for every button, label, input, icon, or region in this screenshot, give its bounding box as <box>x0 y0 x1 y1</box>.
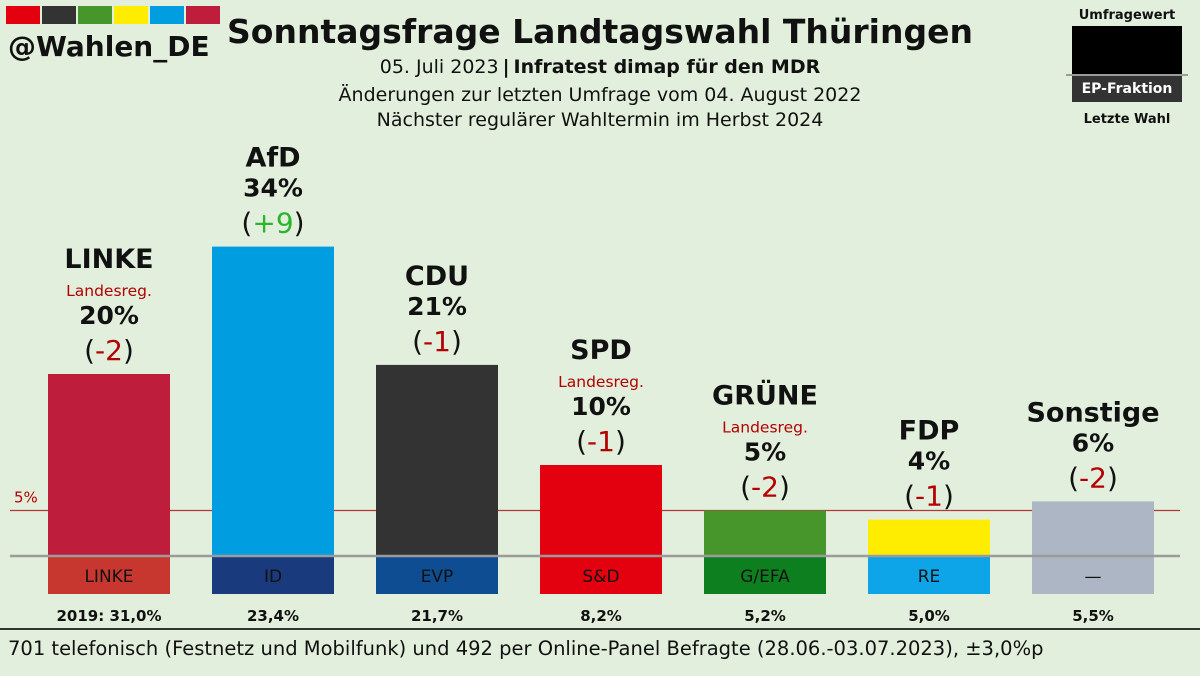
color-stripe <box>78 6 112 24</box>
bar <box>540 465 662 556</box>
footer-divider <box>0 628 1200 630</box>
government-tag: Landesreg. <box>66 282 152 300</box>
color-stripes <box>6 6 220 24</box>
ep-group-box <box>376 557 498 594</box>
government-tag: Landesreg. <box>722 419 808 437</box>
bar <box>704 510 826 556</box>
handle: @Wahlen_DE <box>8 30 210 63</box>
ep-group-box <box>704 557 826 594</box>
party-label: SPD <box>570 335 632 366</box>
ep-group-box <box>48 557 170 594</box>
last-election-label: 8,2% <box>580 607 622 625</box>
last-election-label: 5,5% <box>1072 607 1114 625</box>
party-label: CDU <box>405 261 469 292</box>
change-label: (-1) <box>412 325 462 358</box>
change-label: (-2) <box>740 471 790 504</box>
ep-group-box <box>868 557 990 594</box>
change-label: (+9) <box>241 207 304 240</box>
color-stripe <box>186 6 220 24</box>
legend-bar-swatch <box>1072 26 1182 74</box>
value-label: 20% <box>79 301 139 330</box>
threshold-label: 5% <box>14 489 38 507</box>
ep-group-label: G/EFA <box>740 567 790 587</box>
page-title: Sonntagsfrage Landtagswahl Thüringen <box>227 12 973 51</box>
change-label: (-1) <box>576 425 626 458</box>
party-label: LINKE <box>64 244 153 275</box>
legend-ep-label: EP-Fraktion <box>1072 76 1182 102</box>
legend-baseline <box>1066 74 1188 76</box>
party-label: FDP <box>899 416 960 447</box>
color-stripe <box>42 6 76 24</box>
bar <box>1032 501 1154 556</box>
last-election-label: 21,7% <box>411 607 463 625</box>
last-election-label: 5,0% <box>908 607 950 625</box>
color-stripe <box>114 6 148 24</box>
last-election-label: 5,2% <box>744 607 786 625</box>
legend-last-election-label: Letzte Wahl <box>1083 112 1171 127</box>
poll-date: 05. Juli 2023 <box>379 56 499 78</box>
next-election-note: Nächster regulärer Wahltermin im Herbst … <box>376 109 824 131</box>
footer-note: 701 telefonisch (Festnetz und Mobilfunk)… <box>8 637 1044 660</box>
color-stripe <box>150 6 184 24</box>
change-label: (-2) <box>1068 461 1118 494</box>
bar <box>868 519 990 556</box>
legend: Umfragewert EP-Fraktion Letzte Wahl <box>1066 6 1188 127</box>
ep-group-label: RE <box>918 567 941 587</box>
value-label: 4% <box>908 447 950 476</box>
bar <box>376 364 498 556</box>
last-election-label: 2019: 31,0% <box>56 607 161 625</box>
change-label: (-1) <box>904 480 954 513</box>
value-label: 5% <box>744 438 786 467</box>
party-label: GRÜNE <box>712 379 818 412</box>
value-label: 10% <box>571 392 631 421</box>
bar <box>212 246 334 556</box>
ep-group-label: EVP <box>421 567 454 587</box>
last-election-label: 23,4% <box>247 607 299 625</box>
separator: | <box>502 56 510 78</box>
value-label: 6% <box>1072 428 1114 457</box>
color-stripe <box>6 6 40 24</box>
party-label: Sonstige <box>1026 397 1159 428</box>
value-label: 21% <box>407 292 467 321</box>
legend-poll-label: Umfragewert <box>1078 8 1176 23</box>
ep-group-box <box>540 557 662 594</box>
ep-group-label: ID <box>264 567 282 587</box>
ep-group-box <box>212 557 334 594</box>
government-tag: Landesreg. <box>558 373 644 391</box>
ep-group-label: — <box>1085 567 1102 587</box>
subtitle-date-institute: 05. Juli 2023 | Infratest dimap für den MD… <box>0 56 1200 78</box>
changes-note: Änderungen zur letzten Umfrage vom 04. A… <box>338 84 862 106</box>
ep-group-label: LINKE <box>84 567 133 587</box>
change-label: (-2) <box>84 334 134 367</box>
bar <box>48 374 170 556</box>
ep-group-label: S&D <box>582 567 619 587</box>
party-label: AfD <box>245 143 300 174</box>
value-label: 34% <box>243 174 303 203</box>
ep-group-box <box>1032 557 1154 594</box>
institute: Infratest dimap für den MDR <box>513 56 821 78</box>
